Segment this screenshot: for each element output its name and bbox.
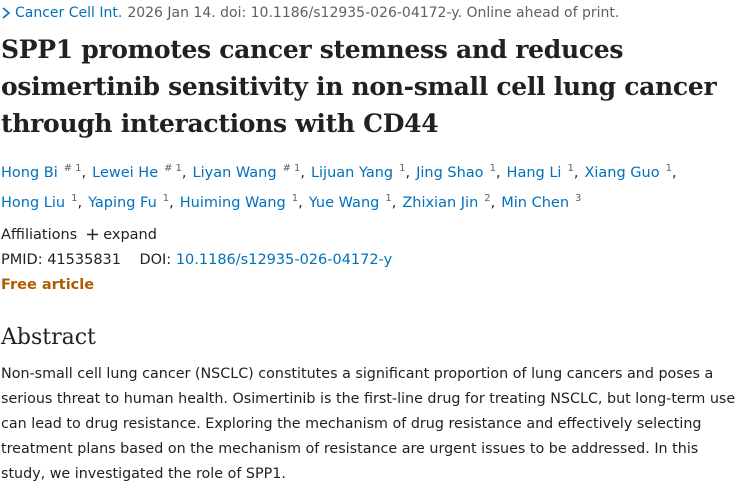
- author-link[interactable]: Zhixian Jin: [402, 194, 479, 211]
- author: Lijuan Yang 1,: [311, 156, 410, 186]
- author-mark: 1: [175, 163, 182, 174]
- author-link[interactable]: Yue Wang: [308, 194, 380, 211]
- author-marks: #1: [161, 163, 182, 174]
- abstract-text: Non-small cell lung cancer (NSCLC) const…: [1, 365, 736, 482]
- author-mark: 1: [293, 163, 301, 174]
- author-mark: 1: [665, 163, 672, 174]
- journal-link[interactable]: Cancer Cell Int.: [15, 5, 123, 21]
- author-separator: ,: [405, 164, 411, 181]
- author-link[interactable]: Lewei He: [92, 164, 159, 181]
- affiliations: Affiliations expand: [1, 227, 743, 243]
- author-separator: ,: [300, 164, 305, 181]
- author-marks: 1: [396, 163, 405, 174]
- expand-label: expand: [103, 226, 157, 243]
- author: Min Chen 3: [501, 186, 581, 216]
- author-mark: #: [164, 163, 173, 174]
- plus-icon: [87, 229, 99, 241]
- citation: Cancer Cell Int. 2026 Jan 14. doi: 10.11…: [1, 5, 743, 21]
- author-link[interactable]: Hong Liu: [1, 194, 66, 211]
- author: Hang Li 1,: [507, 156, 579, 186]
- author: Yaping Fu 1,: [88, 186, 174, 216]
- abstract-heading: Abstract: [1, 324, 96, 350]
- author-mark: 1: [75, 163, 82, 174]
- author-separator: ,: [573, 164, 579, 181]
- author: Liyan Wang #1,: [193, 156, 305, 186]
- author-mark: 2: [484, 192, 491, 204]
- author-link[interactable]: Huiming Wang: [179, 194, 286, 211]
- author-mark: 1: [385, 192, 392, 204]
- author-marks: 1: [160, 193, 169, 204]
- author-mark: 1: [162, 192, 170, 204]
- author-link[interactable]: Hang Li: [506, 164, 562, 181]
- author-marks: #1: [61, 163, 82, 174]
- article: Cancer Cell Int. 2026 Jan 14. doi: 10.11…: [1, 0, 743, 487]
- author-separator: ,: [77, 194, 83, 211]
- author-mark: 1: [567, 163, 574, 174]
- author-mark: 1: [291, 192, 299, 204]
- author-marks: #1: [280, 163, 301, 174]
- author-marks: 2: [481, 193, 490, 204]
- author: Hong Bi #1,: [1, 156, 86, 186]
- author-marks: 1: [663, 163, 672, 174]
- author-marks: 1: [487, 163, 496, 174]
- author-separator: ,: [495, 164, 501, 181]
- author-separator: ,: [671, 164, 677, 181]
- author: Xiang Guo 1,: [584, 156, 676, 186]
- author-marks: 1: [564, 163, 573, 174]
- identifiers: PMID: 41535831 DOI: 10.1186/s12935-026-0…: [1, 252, 743, 268]
- chevron-icon: [2, 7, 11, 19]
- author: Yue Wang 1,: [309, 186, 397, 216]
- author-link[interactable]: Jing Shao: [416, 164, 484, 181]
- author-mark: 1: [399, 163, 406, 174]
- pmid: 41535831: [47, 251, 122, 268]
- author: Lewei He #1,: [92, 156, 186, 186]
- author-marks: 1: [289, 193, 298, 204]
- expand-button[interactable]: expand: [87, 227, 157, 243]
- author-separator: ,: [298, 194, 303, 211]
- author-list: Hong Bi #1, Lewei He #1, Liyan Wang #1, Lijuan…: [1, 156, 731, 216]
- author-link[interactable]: Hong Bi: [1, 164, 58, 181]
- author-separator: ,: [169, 194, 174, 211]
- pmid-label: PMID:: [1, 251, 43, 268]
- author: Huiming Wang 1,: [180, 186, 303, 216]
- author-mark: 1: [71, 192, 78, 204]
- article-title: SPP1 promotes cancer stemness and reduce…: [1, 35, 717, 138]
- author-separator: ,: [490, 194, 496, 211]
- author-link[interactable]: Yaping Fu: [88, 194, 157, 211]
- author: Jing Shao 1,: [416, 156, 500, 186]
- author-mark: 1: [489, 163, 496, 174]
- author-mark: 3: [575, 192, 582, 204]
- author-separator: ,: [181, 164, 187, 181]
- doi-link[interactable]: 10.1186/s12935-026-04172-y: [175, 251, 393, 268]
- author-separator: ,: [391, 194, 397, 211]
- doi-label: DOI:: [139, 251, 172, 268]
- affiliations-label: Affiliations: [1, 226, 78, 243]
- author-mark: #: [282, 163, 291, 174]
- author-separator: ,: [81, 164, 87, 181]
- free-article: Free article: [1, 276, 95, 293]
- author: Hong Liu 1,: [1, 186, 82, 216]
- citation-text: 2026 Jan 14. doi: 10.1186/s12935-026-041…: [127, 5, 620, 21]
- author-link[interactable]: Min Chen: [501, 194, 570, 211]
- author-link[interactable]: Lijuan Yang: [310, 164, 394, 181]
- author-marks: 1: [68, 193, 77, 204]
- author-link[interactable]: Xiang Guo: [584, 164, 660, 181]
- author-mark: #: [63, 163, 73, 174]
- author-link[interactable]: Liyan Wang: [192, 164, 277, 181]
- author: Zhixian Jin 2,: [402, 186, 495, 216]
- author-marks: 3: [572, 193, 581, 204]
- author-marks: 1: [382, 193, 391, 204]
